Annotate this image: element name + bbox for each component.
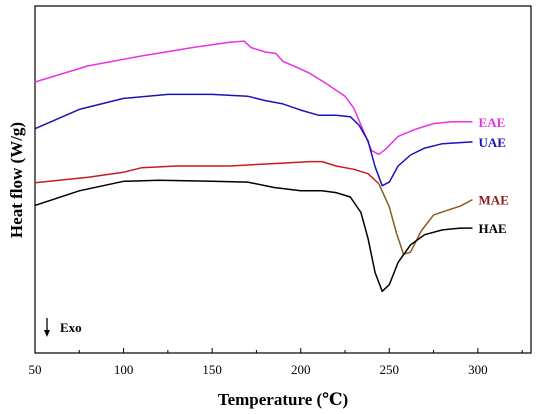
series-line-uae <box>34 93 473 187</box>
x-ticks: 50 100 150 200 250 300 <box>29 348 523 377</box>
series-labels: EAE UAE MAE HAE <box>479 115 509 236</box>
x-axis-title: Temperature (℃) <box>218 390 348 409</box>
exo-indicator: Exo <box>44 318 82 337</box>
series-lines <box>34 40 473 293</box>
x-tick-label: 300 <box>468 362 488 377</box>
series-line-hae <box>34 179 473 293</box>
series-line-eae <box>34 40 473 156</box>
arrow-head <box>44 330 50 337</box>
exo-label: Exo <box>60 320 82 335</box>
series-label-mae: MAE <box>479 193 509 208</box>
x-tick-label: 100 <box>114 362 134 377</box>
series-line-mae <box>34 160 380 185</box>
plot-frame <box>34 5 532 354</box>
x-tick-label: 200 <box>291 362 311 377</box>
x-tick-label: 150 <box>202 362 222 377</box>
series-label-eae: EAE <box>479 115 506 130</box>
x-tick-label: 250 <box>380 362 400 377</box>
y-axis-title: Heat flow (W/g) <box>7 122 26 238</box>
series-line-mae-tail <box>378 183 473 256</box>
series-label-uae: UAE <box>479 135 506 150</box>
x-tick-label: 50 <box>29 362 42 377</box>
series-label-hae: HAE <box>479 221 507 236</box>
